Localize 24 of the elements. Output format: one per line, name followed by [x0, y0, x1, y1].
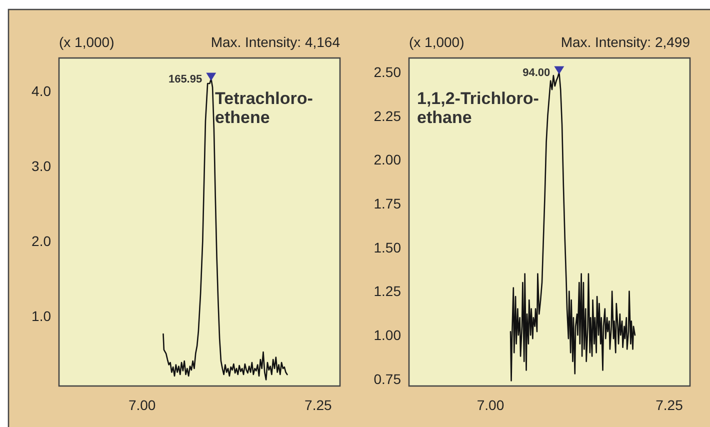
x-tick-label: 7.00: [128, 397, 156, 413]
annotation: 165.95: [168, 74, 202, 86]
y-tick-label: 2.25: [374, 108, 402, 124]
y-tick-label: 1.75: [374, 195, 402, 212]
text: (x 1,000): [409, 34, 464, 50]
y-tick-label: 2.00: [374, 152, 402, 168]
y-tick-label: 0.75: [374, 370, 402, 387]
text: (x 1,000): [59, 34, 114, 50]
x-tick-label: 7.00: [476, 397, 504, 413]
y-tick-label: 1.50: [374, 239, 402, 256]
annotation: 1,1,2-Trichloro- ethane: [417, 89, 539, 127]
x-tick-label: 7.25: [304, 397, 332, 413]
annotation: 94.00: [522, 67, 550, 80]
y-tick-label: 3.0: [32, 158, 52, 174]
y-tick-label: 2.0: [32, 232, 52, 249]
y-tick-label: 2.50: [374, 64, 402, 80]
y-tick-label: 1.00: [374, 327, 402, 344]
y-tick-label: 4.0: [32, 82, 52, 99]
x-tick-label: 7.25: [656, 397, 684, 413]
text: Max. Intensity: 2,499: [560, 34, 690, 50]
text: Max. Intensity: 4,164: [210, 34, 340, 50]
y-tick-label: 1.25: [374, 283, 402, 300]
annotation: Tetrachloro- ethene: [215, 89, 313, 127]
y-tick-label: 1.0: [32, 308, 52, 324]
